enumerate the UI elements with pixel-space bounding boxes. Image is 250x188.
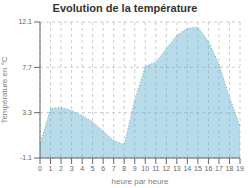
- svg-text:Température en °C: Température en °C: [8, 56, 9, 123]
- svg-text:-1.1: -1.1: [20, 154, 32, 161]
- html-text:Evolution de la température: Evolution de la température: [52, 2, 198, 14]
- svg-text:12.1: 12.1: [18, 18, 32, 25]
- svg-text:7.7: 7.7: [22, 64, 32, 71]
- svg-text:heure par heure: heure par heure: [112, 177, 169, 186]
- svg-text:11: 11: [152, 165, 159, 172]
- svg-text:16: 16: [205, 165, 213, 172]
- svg-text:3.3: 3.3: [22, 109, 32, 116]
- svg-text:12: 12: [162, 165, 170, 172]
- svg-text:19: 19: [236, 165, 242, 172]
- svg-text:7: 7: [112, 165, 116, 172]
- svg-text:0: 0: [38, 165, 42, 172]
- svg-text:10: 10: [141, 165, 149, 172]
- svg-text:2: 2: [59, 165, 63, 172]
- svg-text:17: 17: [215, 165, 223, 172]
- svg-text:8: 8: [122, 165, 126, 172]
- svg-text:4: 4: [80, 165, 84, 172]
- svg-text:15: 15: [194, 165, 202, 172]
- svg-text:3: 3: [70, 165, 74, 172]
- svg-text:5: 5: [91, 165, 95, 172]
- svg-text:14: 14: [183, 165, 191, 172]
- svg-text:6: 6: [101, 165, 105, 172]
- svg-text:9: 9: [133, 165, 137, 172]
- svg-text:18: 18: [226, 165, 234, 172]
- svg-text:13: 13: [173, 165, 181, 172]
- svg-text:1: 1: [49, 165, 53, 172]
